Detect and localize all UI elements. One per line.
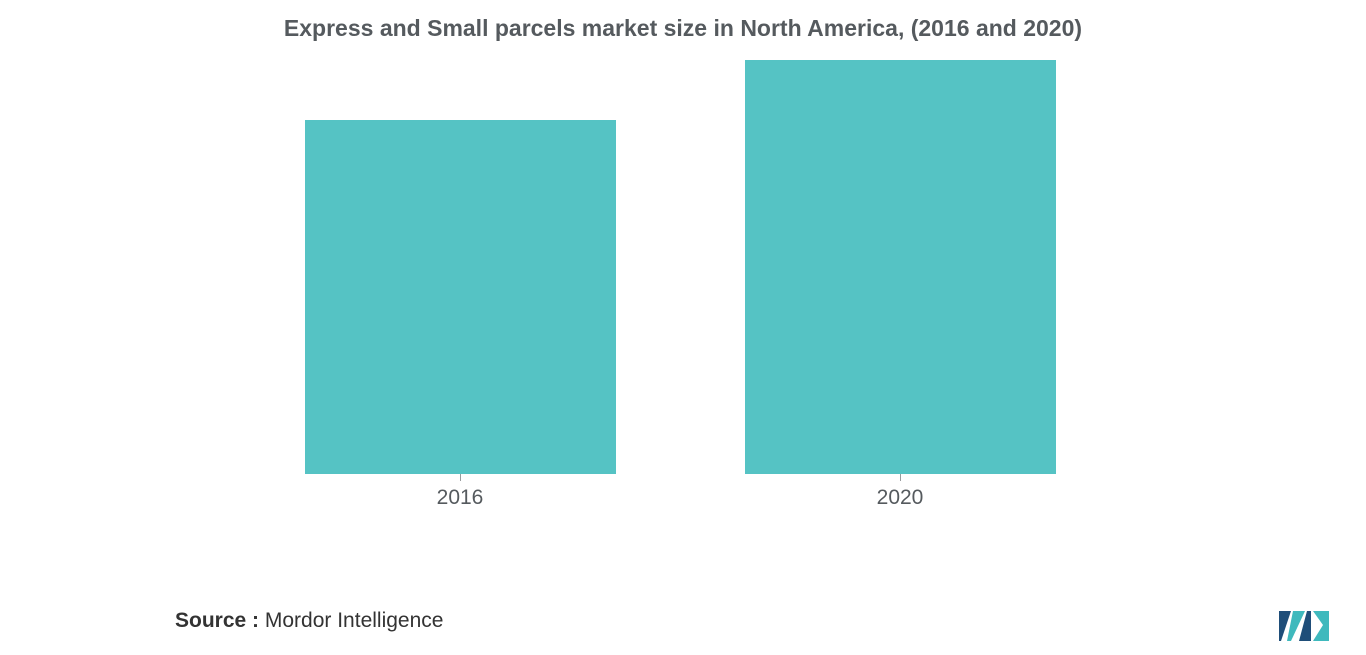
bar-2020	[745, 60, 1056, 474]
source-label: Source :	[175, 609, 259, 632]
x-axis-label: 2020	[840, 486, 960, 510]
logo-icon	[1277, 607, 1331, 643]
x-tick	[460, 474, 461, 481]
plot-area: 20162020	[160, 60, 1202, 474]
brand-logo	[1277, 607, 1331, 643]
x-tick	[900, 474, 901, 481]
source-value: Mordor Intelligence	[265, 609, 444, 632]
chart-title: Express and Small parcels market size in…	[0, 15, 1366, 42]
bar-2016	[305, 120, 616, 474]
chart-container: Express and Small parcels market size in…	[0, 0, 1366, 655]
source-attribution: Source : Mordor Intelligence	[175, 609, 443, 633]
x-axis-label: 2016	[400, 486, 520, 510]
